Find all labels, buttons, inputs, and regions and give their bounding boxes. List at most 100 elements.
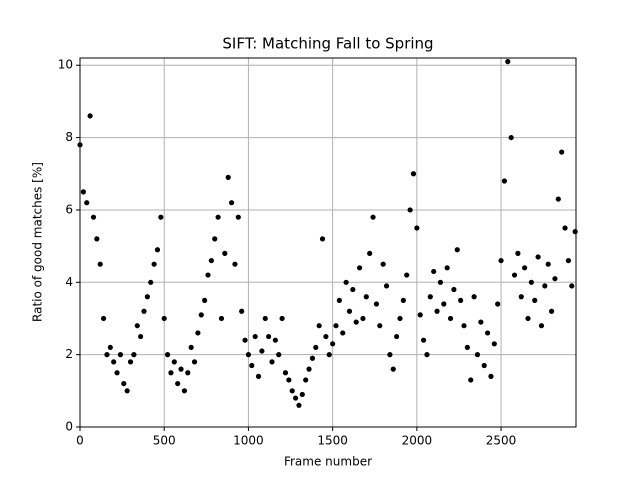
point [356, 265, 363, 271]
point [225, 174, 231, 180]
point [316, 323, 322, 329]
point [353, 319, 359, 325]
point [205, 272, 211, 278]
point [134, 323, 140, 329]
point [266, 333, 272, 340]
points [77, 59, 578, 408]
point [259, 348, 265, 354]
chart-title: SIFT: Matching Fall to Spring [222, 35, 433, 53]
point [141, 308, 147, 314]
y-tick-label: 4 [65, 275, 73, 289]
point [269, 359, 275, 365]
point [249, 362, 255, 369]
point [319, 236, 326, 242]
point [144, 294, 150, 300]
point [148, 279, 154, 285]
point [161, 315, 167, 322]
point [303, 377, 309, 383]
point [528, 279, 534, 285]
point [505, 59, 511, 65]
point [360, 315, 366, 322]
point [370, 214, 376, 220]
point [296, 402, 302, 408]
point [198, 312, 204, 318]
point [222, 250, 228, 256]
point [252, 333, 258, 340]
point [474, 352, 481, 358]
point [188, 344, 194, 351]
point [330, 341, 336, 347]
point [491, 341, 497, 347]
point [276, 352, 282, 358]
point [417, 312, 423, 318]
y-tick-label: 2 [65, 347, 73, 361]
point [87, 113, 93, 119]
point [461, 323, 467, 329]
point [377, 323, 383, 329]
point [458, 297, 464, 303]
plot-frame [79, 57, 577, 428]
point [572, 229, 578, 235]
point [97, 261, 103, 267]
point [138, 333, 144, 340]
point [343, 279, 349, 285]
point [94, 236, 100, 242]
point [387, 352, 393, 358]
point [191, 359, 198, 365]
point [299, 391, 305, 398]
point [158, 214, 164, 220]
point [272, 337, 278, 343]
point [397, 315, 403, 322]
point [218, 315, 225, 322]
x-tick-label: 500 [153, 434, 176, 448]
point [262, 315, 268, 322]
point [313, 344, 319, 351]
point [363, 294, 369, 300]
point [498, 257, 504, 264]
point [451, 286, 457, 293]
point [437, 279, 444, 285]
point [518, 294, 524, 300]
point [515, 250, 521, 256]
point [404, 272, 410, 278]
point [117, 352, 124, 358]
point [511, 272, 518, 278]
point [326, 352, 332, 358]
point [336, 297, 342, 303]
point [175, 380, 181, 387]
point [542, 283, 548, 289]
x-tick-label: 1000 [233, 434, 264, 448]
point [454, 247, 460, 253]
point [447, 315, 454, 322]
point [350, 286, 356, 293]
point [282, 370, 289, 376]
point [195, 330, 201, 336]
point [168, 370, 174, 376]
point [90, 214, 97, 220]
y-tick-label: 0 [65, 420, 73, 434]
point [235, 214, 241, 220]
x-tick-label: 2500 [486, 434, 517, 448]
point [215, 214, 221, 220]
y-tick-label: 6 [65, 202, 73, 216]
point [420, 337, 427, 343]
point [424, 352, 430, 358]
point [444, 265, 450, 271]
point [400, 297, 406, 303]
point [114, 370, 120, 376]
point [555, 196, 561, 202]
x-axis-label: Frame number [284, 455, 372, 469]
point [100, 315, 107, 322]
point [289, 388, 295, 394]
point [522, 265, 528, 271]
point [525, 315, 531, 322]
point [164, 352, 171, 358]
point [559, 149, 565, 155]
point [414, 225, 420, 231]
point [383, 283, 390, 289]
point [232, 261, 238, 267]
point [535, 254, 541, 260]
point [488, 373, 494, 379]
point [309, 355, 316, 361]
